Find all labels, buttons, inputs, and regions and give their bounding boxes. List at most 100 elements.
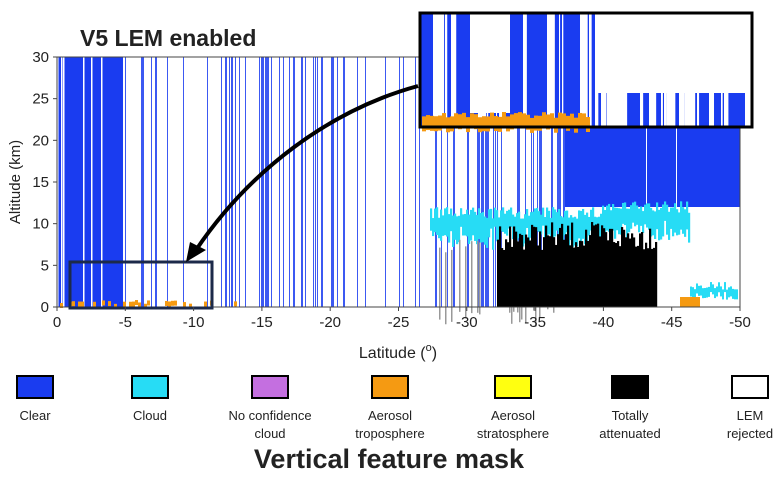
figure-caption: Vertical feature mask: [254, 444, 525, 474]
cloud: [658, 209, 661, 241]
cloud: [688, 212, 691, 243]
x-axis-label: Latitude (o): [359, 342, 437, 362]
cloud: [536, 207, 539, 231]
stripe: [225, 57, 227, 307]
inset-gap: [550, 13, 552, 127]
cloud: [574, 216, 577, 246]
inset-aerosol: [494, 116, 498, 132]
legend-label: Aerosol: [491, 408, 535, 423]
stripe: [399, 57, 400, 307]
attenuated: [551, 222, 554, 307]
cloud: [628, 208, 631, 233]
stripe: [525, 57, 526, 307]
attenuated: [535, 227, 538, 307]
cloud: [668, 211, 671, 240]
stripe: [301, 57, 303, 307]
cloud-low: [732, 288, 734, 299]
cloud-low: [710, 282, 712, 293]
legend-label: stratosphere: [477, 426, 549, 441]
cloud: [676, 209, 679, 236]
attenuated: [557, 234, 560, 307]
cloud: [578, 210, 581, 239]
attenuated: [537, 245, 540, 307]
legend-label: Aerosol: [368, 408, 412, 423]
cloud: [442, 215, 445, 236]
attenuated: [513, 226, 516, 307]
cloud: [584, 214, 587, 245]
cloud-low: [698, 285, 700, 296]
inset-aerosol: [434, 116, 438, 132]
attenuated: [559, 227, 562, 307]
aerosol: [168, 301, 171, 307]
attenuated: [517, 241, 520, 307]
aerosol: [135, 300, 138, 306]
attenuated: [581, 241, 584, 307]
attenuated: [585, 229, 588, 307]
stripe: [259, 57, 260, 307]
attenuated: [563, 239, 566, 307]
legend-label: Cloud: [133, 408, 167, 423]
stripe: [541, 57, 542, 307]
cloud: [430, 208, 433, 231]
attenuated: [531, 224, 534, 307]
cloud-low: [728, 287, 730, 298]
inset-gap: [523, 13, 527, 127]
cloud: [606, 205, 609, 231]
attenuated: [623, 229, 626, 307]
cloud: [532, 211, 535, 237]
attenuated: [587, 240, 590, 307]
cloud: [486, 217, 489, 248]
attenuated: [547, 235, 550, 307]
cloud: [438, 217, 441, 239]
stripe: [559, 57, 561, 307]
cloud: [580, 210, 583, 241]
attenuated: [639, 233, 642, 307]
y-tick-label: 5: [41, 257, 49, 274]
attenuated: [521, 234, 524, 307]
stripe: [551, 57, 553, 307]
cloud: [602, 205, 605, 232]
cloud: [444, 208, 447, 236]
attenuated: [599, 236, 602, 307]
stripe: [279, 57, 280, 307]
attenuated: [631, 233, 634, 307]
stripe: [447, 57, 448, 307]
inset-aerosol: [450, 116, 454, 132]
legend-label: No confidence: [228, 408, 311, 423]
gap: [91, 57, 93, 307]
cloud-low: [734, 289, 736, 300]
grey: [477, 240, 479, 313]
aerosol: [189, 303, 192, 309]
cloud: [436, 207, 439, 235]
stripe: [441, 57, 442, 307]
aerosol: [174, 300, 177, 306]
x-label-sup: o: [426, 342, 432, 354]
attenuated: [605, 232, 608, 307]
cloud: [674, 203, 677, 233]
stripe: [403, 57, 404, 307]
cloud: [592, 207, 595, 234]
cloud: [518, 211, 521, 239]
inset-aerosol: [486, 116, 490, 132]
stripe: [305, 57, 306, 307]
x-tick-label: -5: [119, 314, 132, 331]
grey: [439, 247, 441, 320]
attenuated: [565, 234, 568, 307]
inset-aerosol: [438, 115, 442, 131]
attenuated: [593, 225, 596, 307]
attenuated: [637, 245, 640, 307]
cloud: [630, 205, 633, 229]
attenuated: [635, 246, 638, 307]
cloud: [488, 209, 491, 238]
stripe: [265, 57, 267, 307]
inset-aerosol: [430, 115, 434, 131]
cloud: [510, 207, 513, 227]
cloud: [662, 204, 665, 237]
inset-aerosol: [506, 116, 510, 132]
legend-label: Totally: [612, 408, 649, 423]
aerosol: [165, 300, 168, 306]
x-tick-label: -30: [456, 314, 478, 331]
stripe: [531, 57, 532, 307]
attenuated: [655, 241, 658, 307]
attenuated: [643, 249, 646, 307]
